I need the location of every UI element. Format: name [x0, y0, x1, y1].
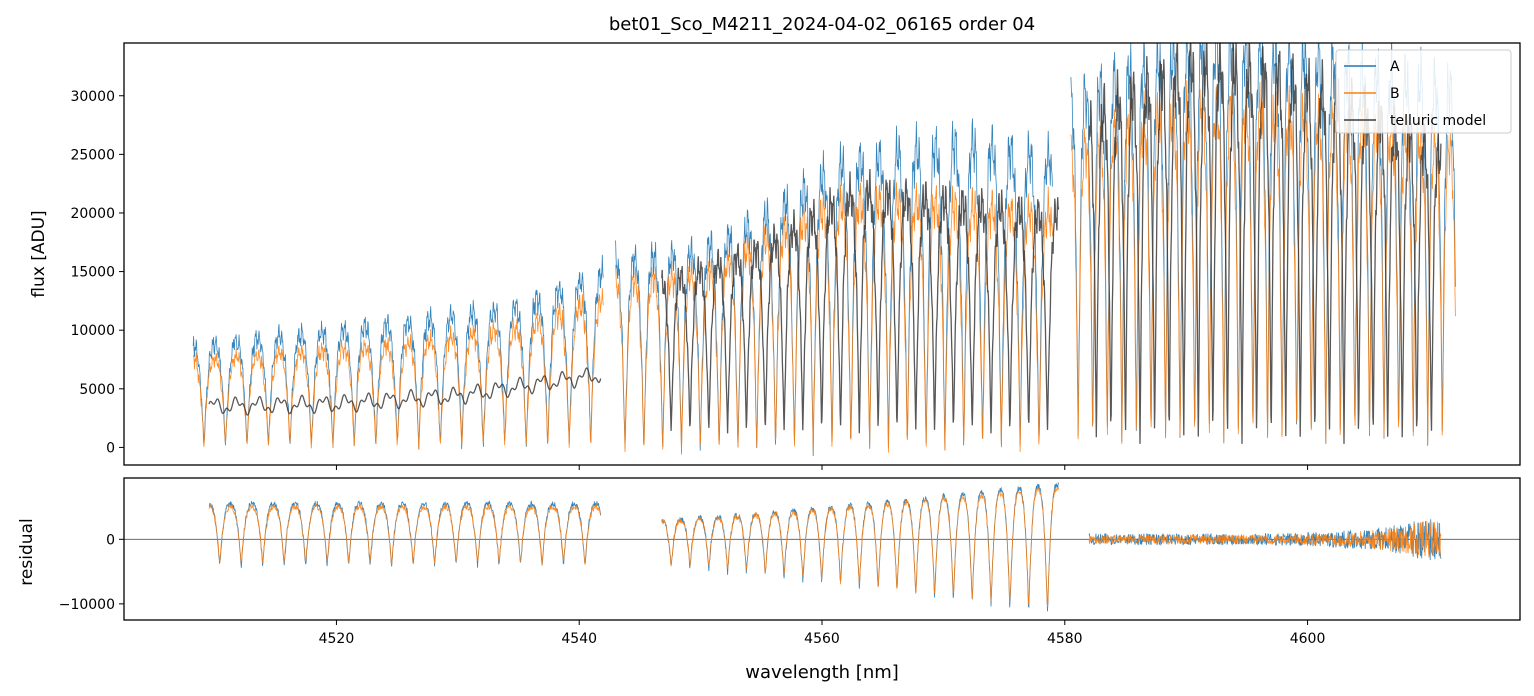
residual-axis-label: residual [17, 518, 37, 585]
residual-frame [123, 477, 1521, 621]
chart-title: bet01_Sco_M4211_2024-04-02_06165 order 0… [609, 14, 1035, 35]
x-tick-label: 4580 [1047, 631, 1083, 647]
flux-y-tick-label: 15000 [70, 265, 115, 281]
flux-series-B-segment-2 [1070, 80, 1456, 445]
flux-y-tick-label: 20000 [70, 206, 115, 222]
residual-panel: 4520 4540 4560 4580 4600 −10000 0 [59, 477, 1521, 647]
x-tick-label: 4560 [804, 631, 840, 647]
residual-y-tick-label: 0 [106, 532, 115, 548]
flux-series-telluric-model-segment-0 [208, 367, 602, 416]
flux-y-tick-label: 5000 [79, 382, 115, 398]
residual-series-B-segment-1 [661, 486, 1059, 608]
x-tick-label: 4600 [1290, 631, 1326, 647]
legend-box [1335, 49, 1512, 134]
residual-series-B-segment-0 [208, 502, 602, 566]
flux-series-B-segment-1 [615, 182, 1053, 455]
flux-series-A-segment-1 [615, 118, 1053, 457]
residual-y-tick-label: −10000 [59, 597, 115, 613]
flux-y-tick-label: 10000 [70, 323, 115, 339]
flux-series-B-segment-0 [192, 288, 604, 450]
x-tick-label: 4520 [319, 631, 355, 647]
x-tick-label: 4540 [561, 631, 597, 647]
residual-series-A-segment-0 [208, 500, 602, 569]
flux-y-tick-label: 25000 [70, 147, 115, 163]
flux-y-tick-label: 0 [106, 440, 115, 456]
flux-series-telluric-model-segment-1 [661, 168, 1060, 434]
wavelength-axis-label: wavelength [nm] [745, 662, 899, 683]
residual-series-A-segment-1 [661, 481, 1059, 612]
flux-panel: 0 5000 10000 15000 20000 25000 30000 [70, 42, 1521, 470]
legend-label: A [1390, 59, 1400, 75]
legend-label: telluric model [1390, 113, 1486, 129]
residual-series-B-segment-2 [1088, 520, 1442, 558]
flux-y-tick-label: 30000 [70, 89, 115, 105]
flux-axis-label: flux [ADU] [29, 210, 49, 297]
legend-label: B [1390, 86, 1400, 102]
